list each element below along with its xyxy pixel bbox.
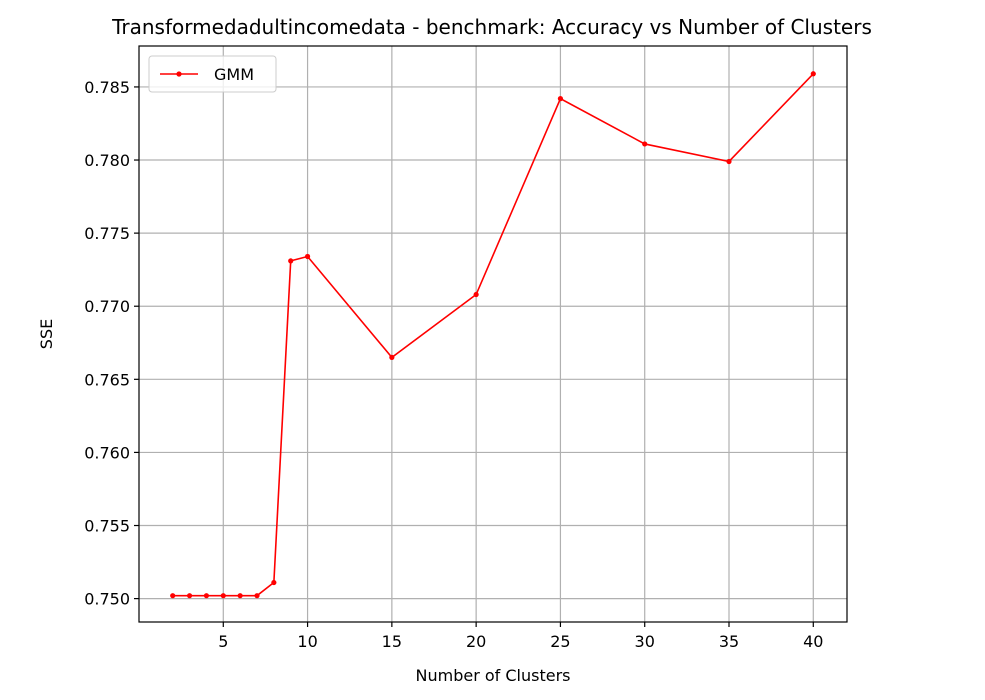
data-point bbox=[271, 579, 277, 586]
legend-label-gmm: GMM bbox=[214, 65, 254, 84]
data-point bbox=[186, 593, 193, 599]
chart-title: Transformedadultincomedata - benchmark: … bbox=[111, 15, 872, 39]
y-tick-label: 0.755 bbox=[84, 517, 130, 536]
data-point bbox=[726, 158, 732, 165]
data-point bbox=[304, 253, 311, 260]
data-point bbox=[389, 354, 395, 360]
x-tick-label: 40 bbox=[803, 632, 823, 651]
x-tick-label: 10 bbox=[297, 632, 317, 651]
y-tick-label: 0.760 bbox=[84, 443, 130, 462]
x-tick-label: 20 bbox=[466, 632, 486, 651]
data-point bbox=[203, 593, 210, 599]
x-tick-label: 5 bbox=[218, 632, 228, 651]
series-line-gmm bbox=[172, 73, 814, 597]
plot-frame bbox=[138, 45, 848, 623]
legend-marker-gmm bbox=[176, 71, 182, 77]
y-tick-label: 0.765 bbox=[84, 370, 130, 389]
legend: GMM bbox=[148, 55, 277, 93]
x-tick-label: 25 bbox=[550, 632, 570, 651]
x-tick-label: 35 bbox=[719, 632, 739, 651]
data-point bbox=[473, 291, 479, 298]
y-tick-label: 0.780 bbox=[84, 151, 130, 170]
y-axis-ticks: 0.750 0.755 0.760 0.765 0.770 0.775 0.780 0.785 bbox=[84, 78, 139, 609]
legend-box bbox=[148, 55, 277, 93]
x-tick-label: 15 bbox=[382, 632, 402, 651]
data-point bbox=[254, 593, 260, 599]
grid bbox=[139, 46, 847, 622]
x-tick-label: 30 bbox=[635, 632, 655, 651]
data-point bbox=[220, 593, 226, 599]
data-point bbox=[237, 593, 243, 599]
y-axis-label: SSE bbox=[37, 319, 56, 349]
y-tick-label: 0.775 bbox=[84, 224, 130, 243]
x-axis-ticks: 5 10 15 20 25 30 35 40 bbox=[218, 622, 823, 651]
data-point bbox=[642, 141, 648, 147]
data-point bbox=[810, 71, 816, 77]
x-axis-label: Number of Clusters bbox=[416, 666, 571, 685]
data-point bbox=[288, 258, 294, 264]
data-point bbox=[170, 593, 176, 599]
y-tick-label: 0.770 bbox=[84, 297, 130, 316]
series-layer bbox=[170, 71, 816, 599]
y-tick-label: 0.750 bbox=[84, 590, 130, 609]
data-point bbox=[557, 96, 564, 102]
y-tick-label: 0.785 bbox=[84, 78, 130, 97]
